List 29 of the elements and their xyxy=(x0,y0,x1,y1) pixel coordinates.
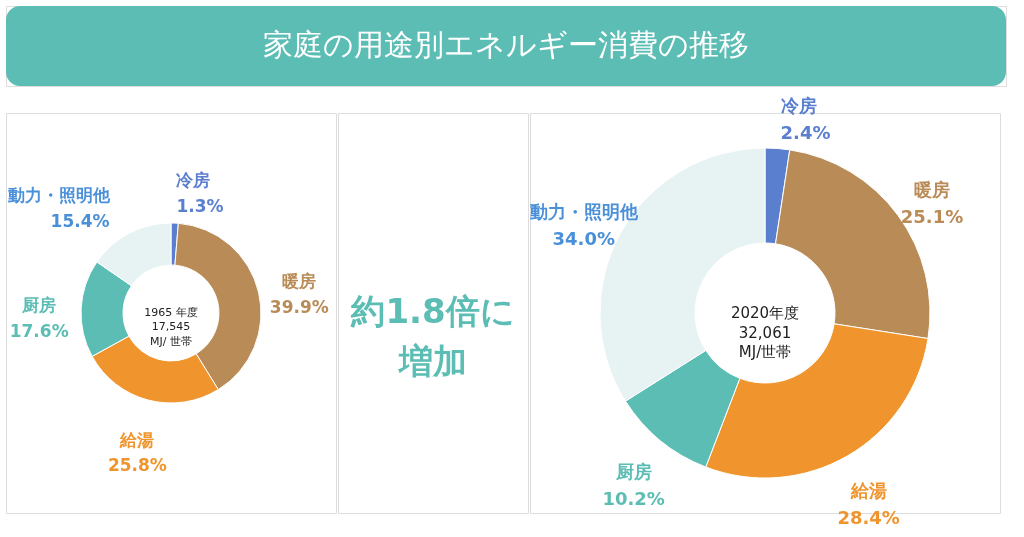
text: 32,061 xyxy=(738,323,792,342)
slice-label: 冷房 xyxy=(176,170,211,191)
text: 増加 xyxy=(397,341,467,381)
slice-label: 厨房 xyxy=(21,295,57,316)
slice-label: 暖房 xyxy=(913,178,950,200)
data-label: 39.9% xyxy=(269,296,329,317)
text: 2020年度 xyxy=(730,304,800,322)
text: 17,545 xyxy=(151,320,191,334)
data-label: 17.6% xyxy=(9,320,69,341)
slice-label: 暖房 xyxy=(282,271,317,292)
text: 家庭の用途別エネルギー消費の推移 xyxy=(263,27,749,62)
slice-label: 給湯 xyxy=(119,429,155,450)
text: 1965 年度 xyxy=(144,306,198,319)
data-label: 10.2% xyxy=(602,488,665,509)
data-label: 28.4% xyxy=(837,507,900,529)
text: 約1.8倍に xyxy=(350,291,515,331)
slice-label: 厨房 xyxy=(614,461,652,482)
data-label: 2.4% xyxy=(780,121,831,143)
text: MJ/世帯 xyxy=(738,343,792,361)
slice-label: 冷房 xyxy=(780,94,817,116)
slice-label: 動力・照明他 xyxy=(6,185,111,206)
slice-label: 動力・照明他 xyxy=(528,201,639,223)
text: MJ/ 世帯 xyxy=(150,334,192,348)
data-label: 15.4% xyxy=(50,210,110,231)
slice-label: 給湯 xyxy=(849,480,887,502)
data-label: 25.1% xyxy=(900,205,964,227)
data-label: 1.3% xyxy=(176,195,224,216)
data-label: 25.8% xyxy=(107,455,167,476)
data-label: 34.0% xyxy=(552,228,615,250)
